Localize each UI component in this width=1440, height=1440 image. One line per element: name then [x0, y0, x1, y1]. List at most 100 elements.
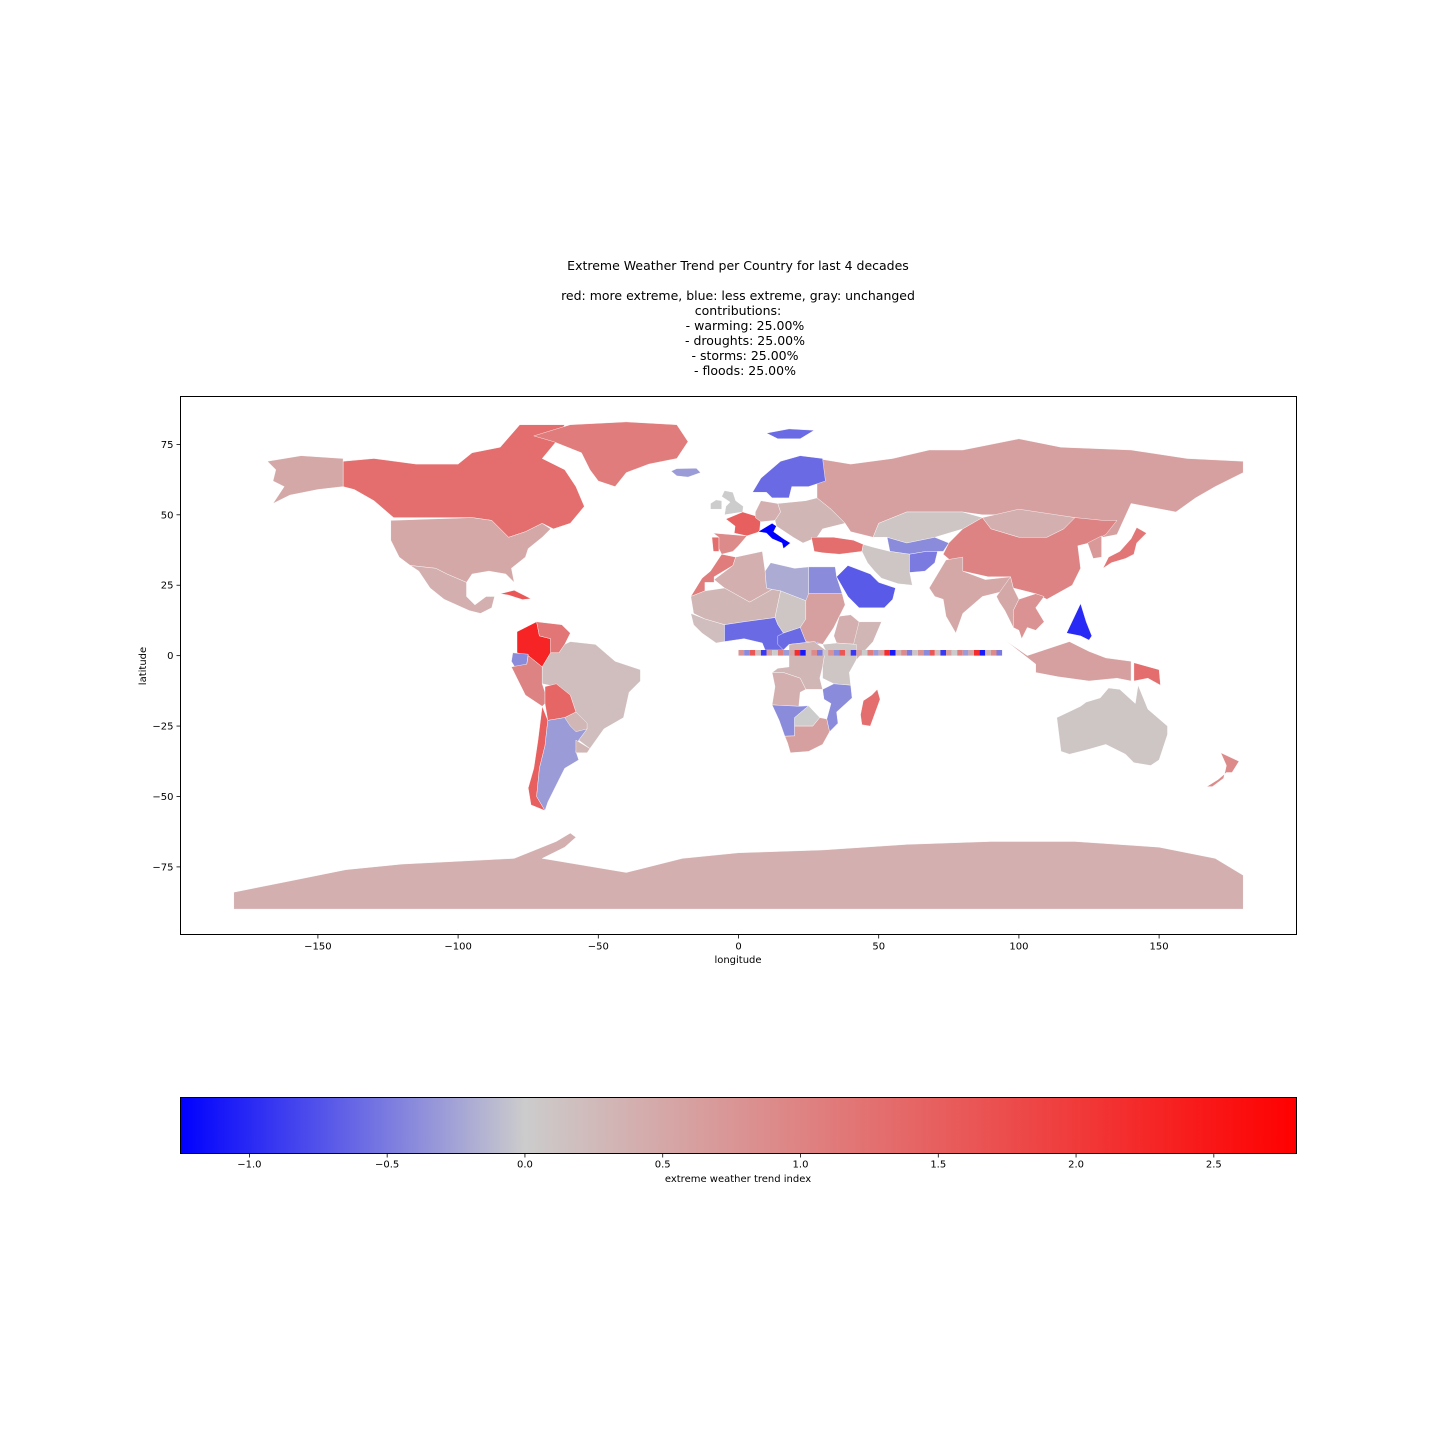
- equator-cell: [889, 650, 896, 656]
- country-canada: [342, 424, 585, 538]
- colorbar-ticks: −1.0 −0.5 0.0 0.5 1.0 1.5 2.0 2.5: [237, 1153, 1222, 1171]
- equator-cell: [895, 650, 902, 656]
- x-tick-label: 50: [872, 942, 885, 953]
- y-tick-label: 25: [161, 581, 174, 592]
- title-line: - warming: 25.00%: [686, 318, 805, 333]
- equator-cell: [856, 650, 862, 656]
- equator-cell: [867, 650, 874, 656]
- x-axis-ticks: −150 −100 −50 0 50 100 150: [304, 934, 1169, 953]
- country-iran: [861, 544, 913, 586]
- equator-cell: [974, 650, 980, 656]
- equator-cell: [794, 650, 801, 656]
- country-east-africa: [822, 642, 857, 686]
- equator-cell: [906, 650, 913, 656]
- equator-cell: [850, 650, 857, 656]
- country-mozambique: [822, 683, 853, 732]
- equator-cell: [828, 650, 834, 656]
- y-axis-ticks: 75 50 25 0 −25 −50 −75: [152, 440, 181, 873]
- equator-artifact-strip: [738, 650, 1003, 656]
- colorbar-label: extreme weather trend index: [665, 1174, 811, 1185]
- title-line: - storms: 25.00%: [691, 348, 798, 363]
- country-russia: [816, 438, 1244, 538]
- country-greenland: [533, 421, 689, 487]
- equator-cell: [901, 650, 907, 656]
- country-afghanistan: [909, 551, 938, 573]
- equator-cell: [946, 650, 952, 656]
- equator-cell: [861, 650, 868, 656]
- title-line: Extreme Weather Trend per Country for la…: [567, 258, 909, 273]
- equator-cell: [996, 650, 1003, 656]
- colorbar: [180, 1097, 1297, 1154]
- equator-cell: [755, 650, 761, 656]
- equator-cell: [744, 650, 750, 656]
- equator-cell: [912, 650, 918, 656]
- country-alaska: [267, 455, 344, 504]
- country-indochina: [1013, 593, 1045, 639]
- colorbar-tick-label: 2.5: [1206, 1160, 1222, 1171]
- equator-cell: [766, 650, 773, 656]
- title-line: red: more extreme, blue: less extreme, g…: [561, 288, 915, 303]
- country-saudi-arabia: [836, 565, 896, 608]
- y-tick-label: 50: [161, 510, 174, 521]
- colorbar-tick-label: 0.5: [655, 1160, 671, 1171]
- equator-cell: [822, 650, 829, 656]
- x-tick-label: −150: [304, 942, 331, 953]
- country-scandinavia: [752, 455, 826, 499]
- country-france: [725, 511, 762, 537]
- x-axis-label: longitude: [714, 955, 761, 966]
- title-line: - droughts: 25.00%: [685, 333, 805, 348]
- equator-cell: [833, 650, 840, 656]
- x-tick-label: −100: [444, 942, 471, 953]
- y-tick-label: 75: [161, 440, 174, 451]
- equator-cell: [817, 650, 823, 656]
- country-japan: [1102, 527, 1147, 569]
- equator-cell: [979, 650, 986, 656]
- colorbar-tick-label: −0.5: [375, 1160, 399, 1171]
- y-tick-label: −75: [152, 862, 173, 873]
- country-svalbard: [766, 428, 815, 439]
- country-sudan: [800, 593, 846, 645]
- equator-cell: [923, 650, 930, 656]
- y-tick-label: 0: [167, 651, 173, 662]
- equator-cell: [929, 650, 935, 656]
- country-cuba: [500, 590, 532, 600]
- colorbar-tick-label: 1.5: [930, 1160, 946, 1171]
- country-west-africa: [690, 613, 725, 644]
- y-tick-label: −25: [152, 722, 173, 733]
- country-iceland: [671, 468, 701, 478]
- colorbar-tick-label: 1.0: [793, 1160, 809, 1171]
- equator-cell: [783, 650, 789, 656]
- equator-cell: [940, 650, 946, 656]
- country-ireland: [710, 499, 722, 510]
- country-papua-new-guinea: [1133, 662, 1161, 686]
- x-tick-label: 150: [1150, 942, 1169, 953]
- country-eastern-europe: [774, 497, 846, 544]
- title-line: contributions:: [695, 303, 781, 318]
- equator-cell: [968, 650, 974, 656]
- country-india: [929, 556, 1011, 634]
- y-axis-label: latitude: [138, 647, 149, 685]
- equator-cell: [738, 650, 745, 656]
- country-new-zealand: [1206, 752, 1240, 787]
- equator-cell: [772, 650, 778, 656]
- x-tick-label: 100: [1009, 942, 1028, 953]
- equator-cell: [800, 650, 806, 656]
- country-egypt: [808, 566, 843, 594]
- country-mexico: [410, 565, 495, 614]
- x-tick-label: −50: [588, 942, 609, 953]
- equator-cell: [873, 650, 879, 656]
- equator-cell: [749, 650, 756, 656]
- equator-cell: [789, 650, 795, 656]
- country-paraguay: [564, 711, 588, 732]
- country-uruguay: [575, 739, 591, 753]
- equator-cell: [811, 650, 817, 656]
- equator-cell: [878, 650, 885, 656]
- country-korea: [1087, 535, 1102, 559]
- equator-cell: [957, 650, 963, 656]
- equator-cell: [962, 650, 969, 656]
- equator-cell: [805, 650, 812, 656]
- y-tick-label: −50: [152, 792, 173, 803]
- country-antarctica: [233, 832, 1244, 910]
- x-tick-label: 0: [735, 942, 741, 953]
